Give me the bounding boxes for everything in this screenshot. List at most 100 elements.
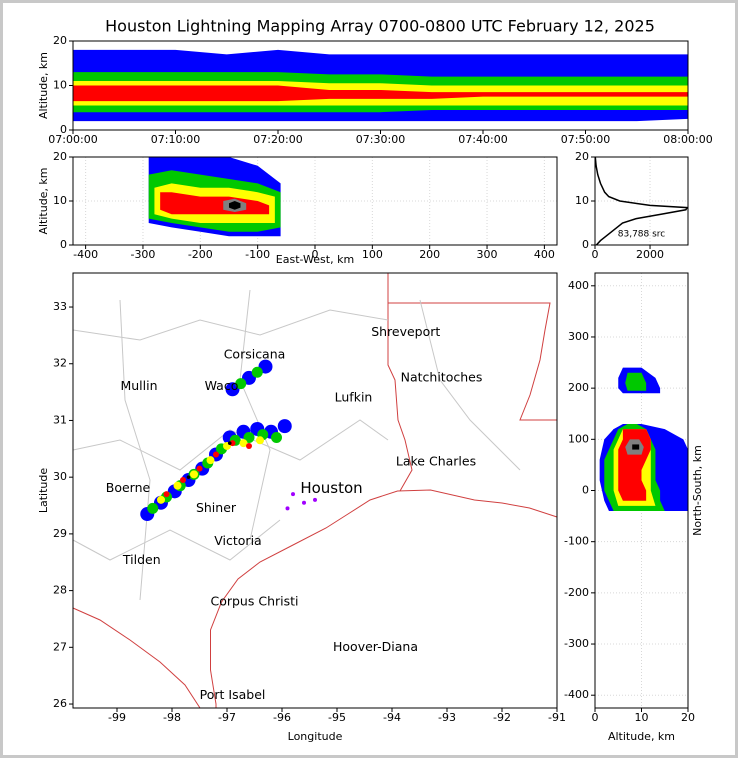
x-tick-label: -400 [73, 248, 98, 261]
y-tick-label: 26 [53, 697, 67, 710]
lightning-source [190, 470, 198, 479]
x-tick-label: 20 [681, 711, 695, 724]
city-label: Shreveport [371, 324, 440, 339]
county-line [239, 289, 271, 541]
city-label: Corsicana [224, 347, 286, 362]
x-tick-label: 07:40:00 [458, 133, 507, 146]
plot-area [595, 157, 688, 245]
border-arkansas [388, 302, 557, 421]
lightning-source [227, 441, 232, 445]
annotation: 83,788 src [618, 230, 666, 240]
altitude-histogram [595, 157, 688, 245]
city-label: Victoria [214, 533, 261, 548]
x-tick-label: 07:20:00 [253, 133, 302, 146]
lightning-source [213, 451, 219, 458]
y-tick-label: 29 [53, 527, 67, 540]
axes-frame [72, 272, 558, 709]
city-label: Shiner [196, 500, 237, 515]
lightning-source [147, 502, 159, 514]
x-tick-label: -93 [438, 711, 456, 724]
x-tick-label: -94 [383, 711, 401, 724]
source-density [632, 444, 640, 450]
x-tick-label: 0 [592, 711, 599, 724]
city-label: Mullin [120, 378, 157, 393]
plot-area [73, 49, 688, 122]
x-tick-label: 400 [534, 248, 555, 261]
x-tick-label: 07:10:00 [151, 133, 200, 146]
county-line [72, 519, 281, 561]
x-tick-label: -91 [548, 711, 566, 724]
city-label: Lake Charles [396, 453, 476, 468]
lightning-source [229, 440, 236, 447]
y-tick-label: 30 [53, 470, 67, 483]
x-tick-label: 08:00:00 [663, 133, 712, 146]
lightning-source [246, 442, 252, 449]
city-label: Waco [205, 378, 239, 393]
lightning-source [251, 366, 263, 378]
lightning-source [157, 495, 165, 504]
y-tick-label: -200 [564, 586, 589, 599]
lightning-source [277, 419, 292, 434]
lightning-source [206, 456, 215, 465]
x-tick-label: 0 [592, 248, 599, 261]
y-tick-label: -100 [564, 535, 589, 548]
lightning-source [313, 497, 317, 502]
y-tick-label: 200 [568, 381, 589, 394]
x-tick-label: -100 [245, 248, 270, 261]
y-tick-label: 0 [582, 238, 589, 251]
lightning-source [291, 492, 295, 497]
lightning-source [256, 436, 264, 445]
plot-area [595, 273, 688, 708]
y-tick-label: 28 [53, 584, 67, 597]
x-axis-label: East-West, km [276, 253, 354, 266]
lightning-source [163, 491, 170, 498]
y-tick-label: 31 [53, 413, 67, 426]
y-axis-label: Altitude, km [37, 52, 50, 119]
lightning-source [239, 439, 248, 448]
y-axis-label: Altitude, km [37, 167, 50, 234]
x-tick-label: 300 [477, 248, 498, 261]
y-tick-label: 10 [53, 194, 67, 207]
city-label: Tilden [122, 552, 161, 567]
county-line [419, 299, 521, 471]
x-tick-label: 07:50:00 [561, 133, 610, 146]
source-density [625, 372, 647, 391]
plot-area [140, 359, 317, 522]
y-tick-label: 300 [568, 330, 589, 343]
x-tick-label: -92 [493, 711, 511, 724]
county-line [72, 309, 389, 341]
county-line [72, 419, 389, 471]
x-tick-label: 10 [635, 711, 649, 724]
y-tick-label: 0 [582, 484, 589, 497]
x-tick-label: 100 [362, 248, 383, 261]
x-tick-label: 07:00:00 [48, 133, 97, 146]
y-axis-label: North-South, km [691, 445, 704, 536]
y-tick-label: 20 [53, 150, 67, 163]
city-label: Lufkin [335, 389, 373, 404]
plot-area [73, 157, 557, 245]
y-tick-label: 100 [568, 432, 589, 445]
y-axis-label: Latitude [37, 468, 50, 514]
source-density [228, 201, 241, 210]
county-line [119, 299, 151, 601]
chart-title: Houston Lightning Mapping Array 0700-080… [105, 17, 655, 36]
y-tick-label: 20 [53, 34, 67, 47]
x-tick-label: -300 [130, 248, 155, 261]
map-borders [72, 272, 558, 709]
y-tick-label: -300 [564, 637, 589, 650]
lightning-source [285, 506, 290, 511]
lightning-source [180, 477, 186, 484]
x-tick-label: -200 [188, 248, 213, 261]
lightning-source [196, 465, 203, 472]
lightning-source [271, 431, 282, 443]
x-tick-label: -97 [218, 711, 236, 724]
city-label: Port Isabel [200, 687, 266, 702]
city-label: Natchitoches [401, 369, 483, 384]
lightning-source [235, 378, 247, 390]
lightning-source [173, 481, 182, 490]
y-tick-label: 10 [53, 79, 67, 92]
x-tick-label: 2000 [636, 248, 664, 261]
y-tick-label: -400 [564, 688, 589, 701]
